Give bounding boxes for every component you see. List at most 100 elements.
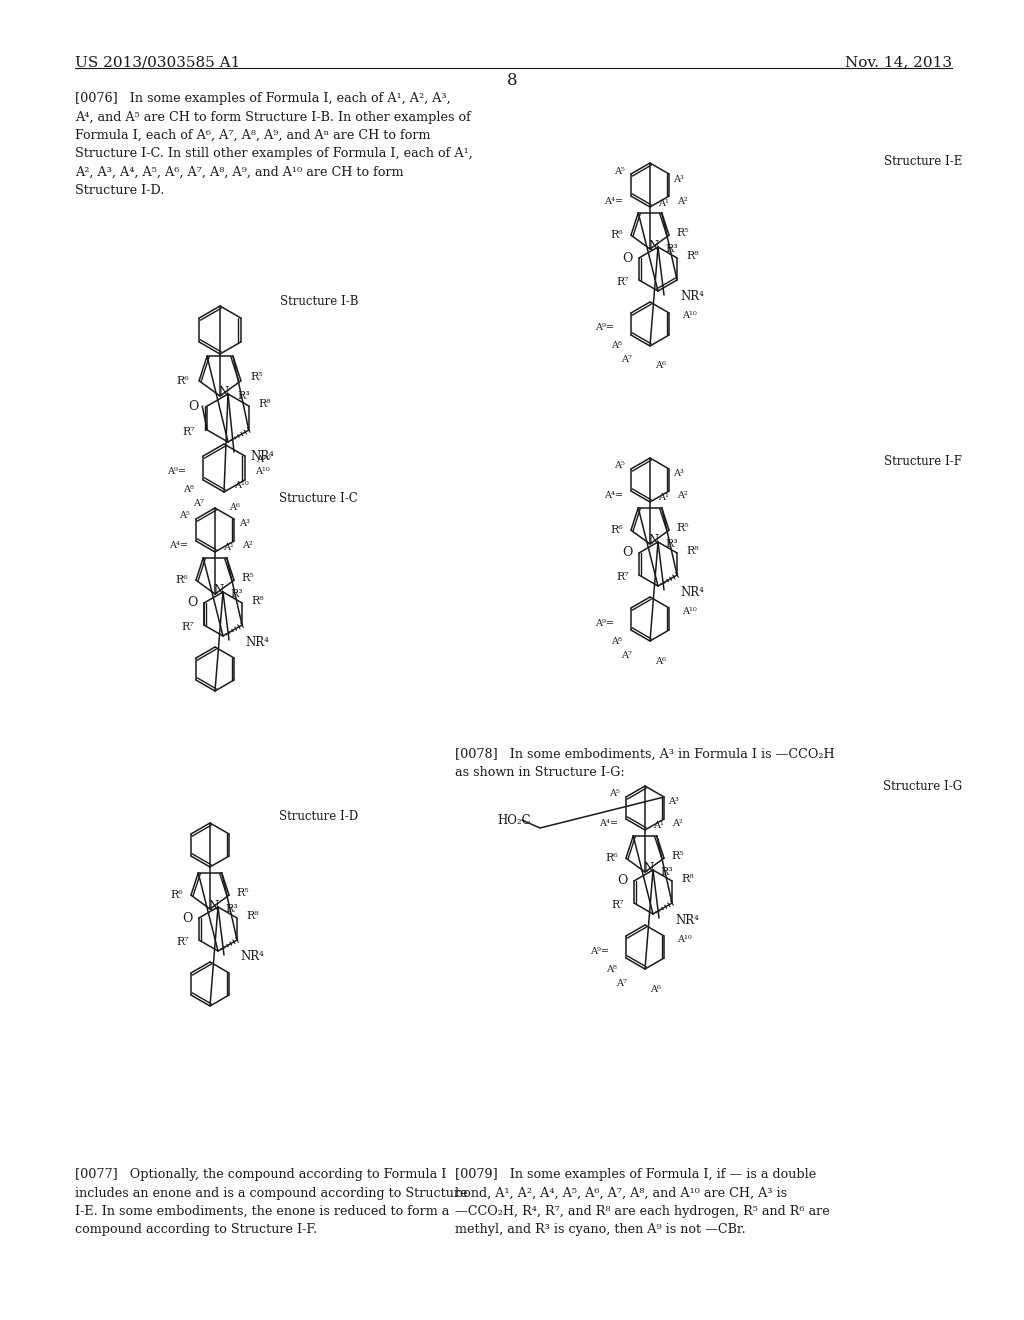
Text: Structure I-G: Structure I-G: [883, 780, 962, 793]
Text: NR⁴: NR⁴: [250, 450, 273, 462]
Text: Structure I-B: Structure I-B: [280, 294, 358, 308]
Text: A²: A²: [242, 541, 253, 550]
Text: A⁸: A⁸: [611, 342, 622, 351]
Text: Structure I-F: Structure I-F: [884, 455, 962, 469]
Text: R³: R³: [230, 589, 244, 599]
Text: A⁹=: A⁹=: [595, 619, 614, 627]
Text: O: O: [188, 400, 199, 412]
Text: A⁹=: A⁹=: [167, 467, 186, 477]
Text: R⁶: R⁶: [171, 890, 183, 900]
Text: N: N: [649, 239, 659, 252]
Text: R⁸: R⁸: [687, 251, 699, 261]
Text: A⁴=: A⁴=: [604, 197, 623, 206]
Text: A⁹=: A⁹=: [595, 323, 614, 333]
Text: A⁴=: A⁴=: [599, 820, 617, 829]
Text: R³: R³: [666, 244, 678, 253]
Text: N: N: [219, 387, 229, 400]
Text: A⁷: A⁷: [616, 978, 627, 987]
Text: Structure I-D: Structure I-D: [279, 810, 358, 822]
Text: [0078]   In some embodiments, A³ in Formula I is —CCO₂H
as shown in Structure I-: [0078] In some embodiments, A³ in Formul…: [455, 748, 835, 780]
Text: R⁵: R⁵: [251, 372, 263, 381]
Text: R⁸: R⁸: [258, 399, 271, 409]
Text: A³: A³: [673, 174, 684, 183]
Text: A¹: A¹: [658, 494, 669, 503]
Text: R⁸: R⁸: [682, 874, 694, 884]
Text: A¹⁰: A¹⁰: [682, 312, 696, 321]
Text: R⁵: R⁵: [677, 523, 689, 533]
Text: NR⁴: NR⁴: [240, 950, 264, 964]
Text: O: O: [622, 546, 632, 560]
Text: Structure I-C: Structure I-C: [280, 492, 358, 506]
Text: A⁹=: A⁹=: [590, 946, 609, 956]
Text: R⁷: R⁷: [611, 900, 625, 909]
Text: A³: A³: [673, 470, 684, 479]
Text: O: O: [622, 252, 632, 264]
Text: R³: R³: [225, 904, 239, 913]
Text: R⁷: R⁷: [183, 426, 196, 437]
Text: N: N: [649, 535, 659, 548]
Text: NR⁴: NR⁴: [680, 586, 703, 598]
Text: A¹: A¹: [653, 821, 664, 830]
Text: A⁸: A⁸: [183, 486, 194, 495]
Text: [0077]   Optionally, the compound according to Formula I
includes an enone and i: [0077] Optionally, the compound accordin…: [75, 1168, 468, 1237]
Text: NR⁴: NR⁴: [680, 290, 703, 304]
Text: N: N: [214, 585, 224, 598]
Text: A⁶: A⁶: [655, 656, 666, 665]
Text: A⁷: A⁷: [622, 355, 632, 364]
Text: R⁶: R⁶: [177, 376, 189, 385]
Text: A⁴=: A⁴=: [604, 491, 623, 500]
Text: A⁸: A⁸: [611, 636, 622, 645]
Text: R³: R³: [666, 539, 678, 549]
Text: A²: A²: [677, 491, 688, 500]
Text: A⁷: A⁷: [622, 651, 632, 660]
Text: O: O: [616, 874, 627, 887]
Text: A⁷: A⁷: [194, 499, 204, 508]
Text: R⁷: R⁷: [176, 937, 189, 946]
Text: A²: A²: [677, 197, 688, 206]
Text: R⁷: R⁷: [616, 277, 630, 286]
Text: A¹⁰: A¹⁰: [256, 455, 270, 465]
Text: O: O: [186, 597, 198, 610]
Text: R⁶: R⁶: [610, 525, 624, 535]
Text: A²: A²: [672, 820, 683, 829]
Text: R⁷: R⁷: [181, 622, 195, 632]
Text: 8: 8: [507, 73, 517, 88]
Text: Structure I-E: Structure I-E: [884, 154, 962, 168]
Text: A¹: A¹: [223, 543, 233, 552]
Text: R⁵: R⁵: [677, 228, 689, 238]
Text: A⁵: A⁵: [614, 166, 625, 176]
Text: A⁸: A⁸: [606, 965, 617, 974]
Text: R⁶: R⁶: [175, 576, 188, 585]
Text: A⁶: A⁶: [655, 362, 666, 371]
Text: R⁵: R⁵: [242, 573, 254, 583]
Text: A⁶: A⁶: [650, 985, 662, 994]
Text: A¹: A¹: [658, 198, 669, 207]
Text: A¹⁰: A¹⁰: [682, 606, 696, 615]
Text: A¹⁰: A¹⁰: [234, 482, 249, 491]
Text: R⁷: R⁷: [616, 572, 630, 582]
Text: O: O: [181, 912, 193, 924]
Text: NR⁴: NR⁴: [675, 913, 698, 927]
Text: A⁵: A⁵: [609, 789, 620, 799]
Text: R⁸: R⁸: [247, 911, 259, 921]
Text: Nov. 14, 2013: Nov. 14, 2013: [845, 55, 952, 69]
Text: A³: A³: [668, 797, 679, 807]
Text: R⁶: R⁶: [610, 230, 624, 240]
Text: A³: A³: [239, 520, 250, 528]
Text: A⁴=: A⁴=: [169, 541, 188, 550]
Text: NR⁴: NR⁴: [245, 635, 269, 648]
Text: A⁵: A⁵: [179, 511, 189, 520]
Text: A¹⁰: A¹⁰: [677, 935, 692, 944]
Text: A¹⁰: A¹⁰: [255, 467, 269, 477]
Text: N: N: [644, 862, 654, 875]
Text: R⁸: R⁸: [687, 546, 699, 556]
Text: A⁵: A⁵: [614, 462, 625, 470]
Text: R³: R³: [660, 867, 674, 876]
Text: R⁶: R⁶: [605, 853, 618, 863]
Text: N: N: [209, 899, 219, 912]
Text: [0076]   In some examples of Formula I, each of A¹, A², A³,
A⁴, and A⁵ are CH to: [0076] In some examples of Formula I, ea…: [75, 92, 473, 198]
Text: R⁸: R⁸: [252, 597, 264, 606]
Text: R³: R³: [238, 391, 251, 401]
Text: R⁵: R⁵: [237, 888, 249, 898]
Text: [0079]   In some examples of Formula I, if — is a double
bond, A¹, A², A⁴, A⁵, A: [0079] In some examples of Formula I, if…: [455, 1168, 829, 1237]
